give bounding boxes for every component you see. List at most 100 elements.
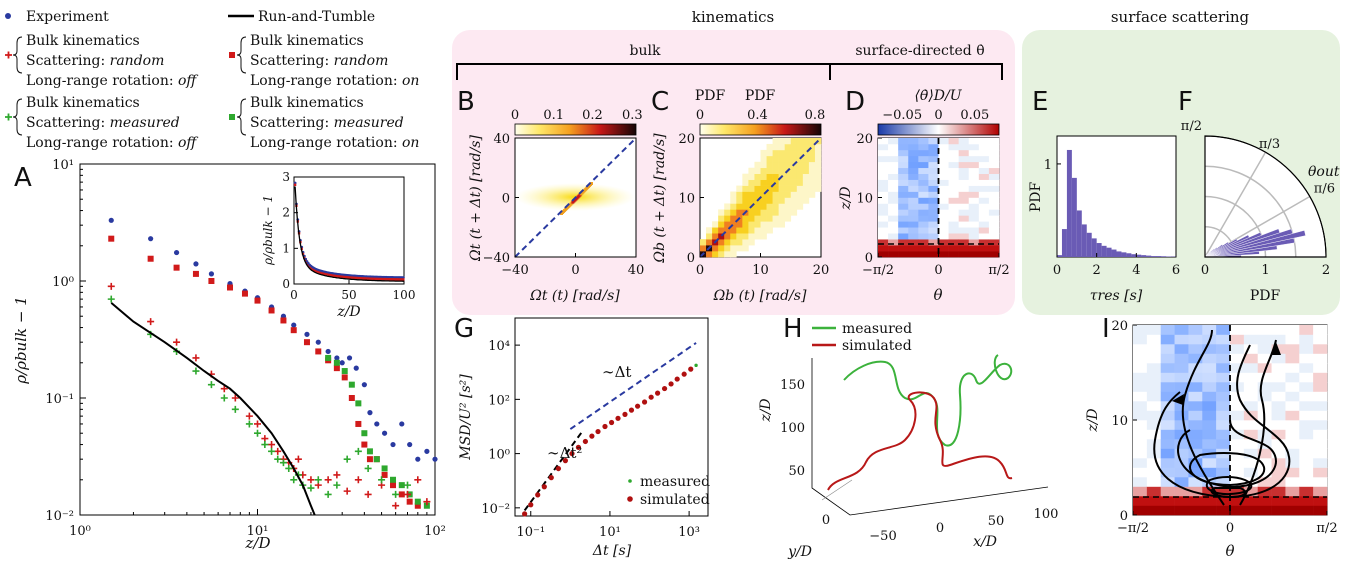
panel-c-heat-cell bbox=[742, 221, 749, 228]
legend-measured-off-scattering-label: Scattering: measured bbox=[26, 115, 180, 131]
panel-c-heat-cell bbox=[766, 173, 773, 180]
panel-i-heat-cell bbox=[1160, 353, 1175, 364]
inset-point-random bbox=[365, 277, 368, 280]
panel-c-heat-cell bbox=[784, 215, 792, 222]
panel-c-heat-cell bbox=[736, 233, 743, 240]
panel-c-heat-cell bbox=[814, 173, 822, 180]
inset-point-random bbox=[318, 271, 322, 274]
panel-a-point-s1 bbox=[355, 420, 362, 427]
panel-c-heat-cell bbox=[766, 221, 773, 228]
panel-i-heat-cell bbox=[1202, 486, 1217, 497]
panel-i-heat-cell bbox=[1285, 458, 1300, 468]
inset-point-random bbox=[338, 275, 342, 278]
panel-i-heat-cell bbox=[1299, 363, 1314, 373]
panel-i-heat-cell bbox=[1313, 458, 1328, 468]
panel-d-heat-cell bbox=[958, 227, 970, 234]
panel-letter-f: F bbox=[1178, 87, 1193, 117]
panel-d-heat-cell bbox=[968, 221, 980, 228]
panel-d-heat-cell bbox=[898, 173, 909, 180]
panel-c-heat-cell bbox=[754, 179, 761, 186]
panel-d-heat-cell bbox=[928, 209, 939, 216]
panel-b-xtick-label: 40 bbox=[628, 263, 645, 278]
panel-d-heat-cell bbox=[978, 173, 990, 180]
panel-letter-b: B bbox=[457, 87, 475, 117]
panel-i-heat-cell bbox=[1216, 505, 1231, 516]
panel-a-point-s4 bbox=[220, 394, 228, 402]
panel-c-heat-cell bbox=[760, 179, 767, 186]
panel-a-point-s4 bbox=[314, 476, 322, 484]
panel-d-heat-cell bbox=[978, 185, 990, 192]
panel-i-heat-cell bbox=[1216, 334, 1231, 345]
panel-c-heat-cell bbox=[760, 233, 767, 240]
panel-d-heat-cell bbox=[898, 209, 909, 216]
inset-xtick-label: 0 bbox=[290, 288, 298, 302]
panel-g-point-simulated bbox=[589, 433, 595, 439]
panel-i-heat-cell bbox=[1202, 505, 1217, 516]
panel-e-ytick-label: 1 bbox=[1044, 158, 1052, 173]
panel-e-bar bbox=[1091, 238, 1097, 257]
panel-i-heat-cell bbox=[1230, 439, 1245, 449]
panel-a-point-s1 bbox=[361, 441, 368, 448]
panel-a-point-s4 bbox=[231, 405, 239, 413]
panel-a-point-s1 bbox=[173, 264, 180, 271]
panel-a-point-s0 bbox=[390, 441, 396, 448]
panel-a-point-s0 bbox=[346, 355, 353, 361]
panel-i-heat-cell bbox=[1146, 334, 1162, 345]
panel-i-heat-cell bbox=[1188, 391, 1203, 402]
inset-point-random bbox=[363, 277, 367, 280]
panel-i-heat-cell bbox=[1271, 486, 1286, 497]
legend: Experiment Run-and-Tumble Bulk kinematic… bbox=[5, 9, 419, 151]
panel-d-heat-cell bbox=[878, 149, 889, 157]
inset-point-random bbox=[391, 278, 394, 281]
panel-c-heat-cell bbox=[808, 191, 816, 198]
panel-i-heat-cell bbox=[1285, 391, 1300, 402]
panel-i-heat-cell bbox=[1257, 429, 1272, 440]
inset-point-random bbox=[355, 276, 359, 280]
panel-i-heat-cell bbox=[1313, 325, 1328, 335]
panel-c-heat-cell bbox=[796, 203, 804, 210]
header-surface-scattering: surface scattering bbox=[1111, 8, 1250, 26]
panel-a-point-s4 bbox=[404, 481, 412, 489]
inset-point-random bbox=[357, 276, 360, 280]
panel-h-floor-edge bbox=[821, 479, 853, 501]
panel-i-heat-cell bbox=[1216, 467, 1231, 478]
panel-i-heat-cell bbox=[1160, 372, 1175, 383]
panel-i-heat-cell bbox=[1188, 467, 1203, 478]
panel-i-heat-cell bbox=[1230, 477, 1245, 487]
panel-d-heat-cell bbox=[968, 251, 980, 258]
panel-i-heat-cell bbox=[1146, 486, 1162, 497]
panel-d-heat-cell bbox=[898, 149, 909, 157]
panel-g-point-simulated bbox=[688, 366, 694, 372]
panel-d-heat-cell bbox=[928, 251, 939, 258]
panel-a-point-s4 bbox=[261, 441, 269, 449]
inset-point-random bbox=[293, 183, 297, 187]
panel-d-heat-cell bbox=[918, 233, 929, 240]
panel-i-heat-cell bbox=[1299, 477, 1314, 487]
panel-c-heat-cell bbox=[754, 185, 761, 192]
inset-point-random bbox=[337, 275, 340, 278]
panel-c-heat-cell bbox=[742, 245, 749, 252]
panel-d-heat-cell bbox=[968, 209, 980, 216]
panel-c-heat-cell bbox=[718, 245, 725, 252]
panel-i-heat-cell bbox=[1146, 429, 1162, 440]
panel-i-heat-cell bbox=[1257, 458, 1272, 468]
panel-letters: A B C D E F G H I bbox=[14, 87, 1193, 344]
panel-h-xtick-label: 100 bbox=[1034, 507, 1059, 522]
panel-a-point-s1 bbox=[348, 395, 355, 401]
panel-i-heat-cell bbox=[1257, 401, 1272, 411]
panel-i-heat-cell bbox=[1188, 401, 1203, 411]
inset-point-random bbox=[378, 277, 381, 281]
panel-a-point-s0 bbox=[361, 382, 367, 388]
panel-d-heat-cell bbox=[878, 173, 889, 180]
panel-c-heat-cell bbox=[736, 209, 743, 216]
panel-c-heat-cell bbox=[802, 161, 810, 169]
panel-a-point-s4 bbox=[285, 464, 293, 472]
panel-i-heat-cell bbox=[1271, 353, 1286, 364]
legend-random-off-bulk-label: Bulk kinematics bbox=[26, 33, 140, 49]
panel-d-heat-cell bbox=[968, 149, 980, 157]
panel-d-heat-cell bbox=[958, 161, 970, 169]
panel-d-heat-cell bbox=[978, 149, 990, 157]
panel-a-point-s2 bbox=[348, 381, 355, 388]
panel-i-heat-cell bbox=[1285, 505, 1300, 516]
